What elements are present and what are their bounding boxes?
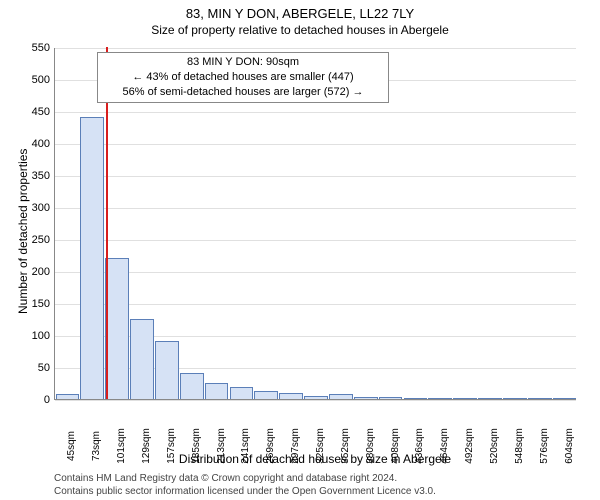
footer-line-1: Contains HM Land Registry data © Crown c… bbox=[54, 472, 436, 485]
annotation-line-3: 56% of semi-detached houses are larger (… bbox=[104, 85, 382, 100]
property-size-chart: 83, MIN Y DON, ABERGELE, LL22 7LY Size o… bbox=[0, 0, 600, 500]
gridline bbox=[55, 400, 576, 401]
histogram-bar bbox=[354, 397, 378, 399]
y-tick-label: 250 bbox=[32, 234, 50, 246]
histogram-bar bbox=[205, 383, 229, 399]
footer-attribution: Contains HM Land Registry data © Crown c… bbox=[54, 472, 436, 498]
y-tick-label: 100 bbox=[32, 330, 50, 342]
y-tick-label: 550 bbox=[32, 42, 50, 54]
histogram-bar bbox=[553, 398, 577, 399]
y-tick-label: 200 bbox=[32, 266, 50, 278]
annotation-line-2: ← 43% of detached houses are smaller (44… bbox=[104, 70, 382, 85]
x-tick-labels: 45sqm73sqm101sqm129sqm157sqm185sqm213sqm… bbox=[54, 404, 576, 454]
y-tick-label: 500 bbox=[32, 74, 50, 86]
histogram-bar bbox=[379, 397, 403, 399]
histogram-bar bbox=[279, 393, 303, 399]
histogram-bar bbox=[478, 398, 502, 399]
y-tick-label: 350 bbox=[32, 170, 50, 182]
annotation-box: 83 MIN Y DON: 90sqm ← 43% of detached ho… bbox=[97, 52, 389, 103]
y-tick-label: 150 bbox=[32, 298, 50, 310]
gridline bbox=[55, 304, 576, 305]
histogram-bar bbox=[453, 398, 477, 399]
footer-line-2: Contains public sector information licen… bbox=[54, 485, 436, 498]
gridline bbox=[55, 112, 576, 113]
histogram-bar bbox=[105, 258, 129, 399]
gridline bbox=[55, 48, 576, 49]
gridline bbox=[55, 240, 576, 241]
histogram-bar bbox=[130, 319, 154, 399]
histogram-bar bbox=[180, 373, 204, 399]
histogram-bar bbox=[503, 398, 527, 399]
chart-subtitle: Size of property relative to detached ho… bbox=[0, 21, 600, 37]
y-tick-label: 300 bbox=[32, 202, 50, 214]
y-tick-label: 0 bbox=[44, 394, 50, 406]
histogram-bar bbox=[80, 117, 104, 399]
histogram-bar bbox=[254, 391, 278, 399]
gridline bbox=[55, 272, 576, 273]
histogram-bar bbox=[428, 398, 452, 399]
annotation-line-1: 83 MIN Y DON: 90sqm bbox=[104, 55, 382, 70]
histogram-bar bbox=[155, 341, 179, 399]
histogram-bar bbox=[404, 398, 428, 399]
plot-area: 83 MIN Y DON: 90sqm ← 43% of detached ho… bbox=[54, 48, 576, 400]
gridline bbox=[55, 176, 576, 177]
histogram-bar bbox=[56, 394, 80, 399]
y-tick-label: 450 bbox=[32, 106, 50, 118]
y-tick-label: 50 bbox=[38, 362, 50, 374]
histogram-bar bbox=[528, 398, 552, 399]
y-tick-label: 400 bbox=[32, 138, 50, 150]
histogram-bar bbox=[230, 387, 254, 399]
chart-address-title: 83, MIN Y DON, ABERGELE, LL22 7LY bbox=[0, 0, 600, 21]
histogram-bar bbox=[304, 396, 328, 399]
histogram-bar bbox=[329, 394, 353, 399]
gridline bbox=[55, 208, 576, 209]
gridline bbox=[55, 144, 576, 145]
y-tick-labels: 050100150200250300350400450500550 bbox=[0, 48, 54, 400]
x-axis-label: Distribution of detached houses by size … bbox=[54, 452, 576, 466]
